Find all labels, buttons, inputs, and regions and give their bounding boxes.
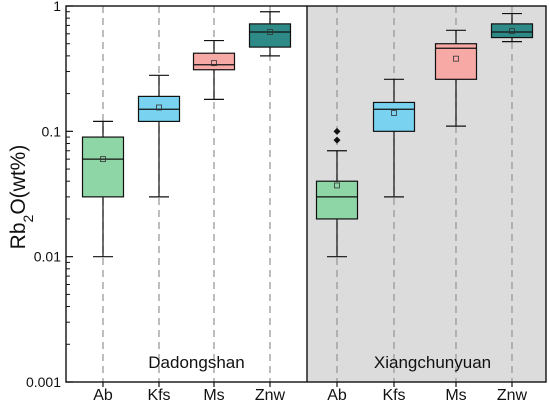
x-tick-label: Ab (93, 387, 113, 404)
box-iqr (81, 136, 125, 198)
box-iqr (248, 23, 292, 48)
axis-layer (65, 5, 547, 387)
box-xiangchunyuan-znw (490, 12, 534, 43)
outlier-point (333, 136, 341, 144)
box-layer (81, 11, 534, 258)
box-dadongshan-kfs (137, 74, 181, 198)
panel-label-dadongshan: Dadongshan (148, 353, 244, 372)
box-iqr (192, 52, 236, 71)
y-tick-label: 0.1 (42, 123, 62, 139)
y-tick-label: 1 (53, 0, 61, 14)
x-tick-label: Znw (497, 387, 528, 404)
mean-marker (267, 29, 273, 35)
x-tick-label: Ms (203, 387, 224, 404)
mean-marker (211, 60, 217, 67)
x-tick-label: Kfs (382, 387, 405, 404)
box-dadongshan-ms (192, 39, 236, 100)
box-dadongshan-ab (81, 120, 125, 258)
plot-frame (65, 5, 547, 383)
mean-marker (156, 104, 162, 111)
mean-marker (100, 156, 106, 163)
x-tick-label: Kfs (147, 387, 170, 404)
box-iqr (372, 101, 416, 132)
mean-marker (391, 110, 397, 116)
box-xiangchunyuan-ab (315, 127, 359, 258)
box-dadongshan-znw (248, 11, 292, 57)
label-layer: 0.001 0.01 0.1 1 Ab Kfs Ms Znw Ab Kfs Ms Znw Dadongs… (7, 0, 528, 404)
y-axis-label: Rb2O(wt%) (7, 145, 36, 250)
box-iqr (315, 180, 359, 220)
box-xiangchunyuan-ms (434, 29, 478, 127)
outlier-point (333, 127, 341, 135)
x-tick-label: Znw (255, 387, 286, 404)
mean-marker (453, 55, 459, 62)
panel-label-xiangchunyuan: Xiangchunyuan (374, 353, 491, 372)
box-xiangchunyuan-kfs (372, 78, 416, 198)
x-tick-label: Ab (327, 387, 347, 404)
x-tick-label: Ms (445, 387, 466, 404)
mean-marker (334, 182, 340, 189)
y-tick-label: 0.01 (34, 249, 61, 265)
box-iqr (490, 23, 534, 39)
mean-marker (509, 28, 515, 35)
y-tick-label: 0.001 (26, 374, 61, 390)
